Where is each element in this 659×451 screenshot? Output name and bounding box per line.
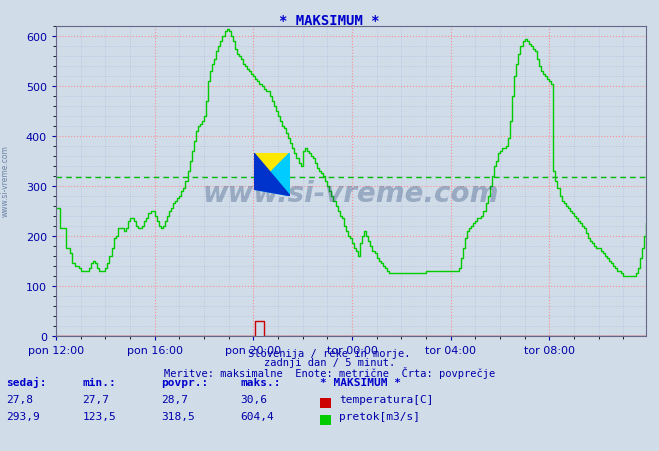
Text: www.si-vreme.com: www.si-vreme.com (203, 180, 499, 208)
Text: 604,4: 604,4 (241, 411, 274, 421)
Text: zadnji dan / 5 minut.: zadnji dan / 5 minut. (264, 357, 395, 367)
Text: 28,7: 28,7 (161, 394, 188, 404)
Polygon shape (254, 153, 290, 190)
Text: * MAKSIMUM *: * MAKSIMUM * (320, 377, 401, 387)
Text: * MAKSIMUM *: * MAKSIMUM * (279, 14, 380, 28)
Text: povpr.:: povpr.: (161, 377, 209, 387)
Text: pretok[m3/s]: pretok[m3/s] (339, 411, 420, 421)
Text: 123,5: 123,5 (82, 411, 116, 421)
Text: maks.:: maks.: (241, 377, 281, 387)
Text: Meritve: maksimalne  Enote: metrične  Črta: povprečje: Meritve: maksimalne Enote: metrične Črta… (164, 366, 495, 378)
Text: 27,7: 27,7 (82, 394, 109, 404)
Polygon shape (254, 153, 290, 196)
Text: 30,6: 30,6 (241, 394, 268, 404)
Text: sedaj:: sedaj: (7, 377, 47, 387)
Text: min.:: min.: (82, 377, 116, 387)
Text: 318,5: 318,5 (161, 411, 195, 421)
Text: temperatura[C]: temperatura[C] (339, 394, 434, 404)
Text: 27,8: 27,8 (7, 394, 34, 404)
Text: www.si-vreme.com: www.si-vreme.com (1, 144, 10, 216)
Polygon shape (254, 153, 290, 196)
Text: 293,9: 293,9 (7, 411, 40, 421)
Text: Slovenija / reke in morje.: Slovenija / reke in morje. (248, 348, 411, 358)
